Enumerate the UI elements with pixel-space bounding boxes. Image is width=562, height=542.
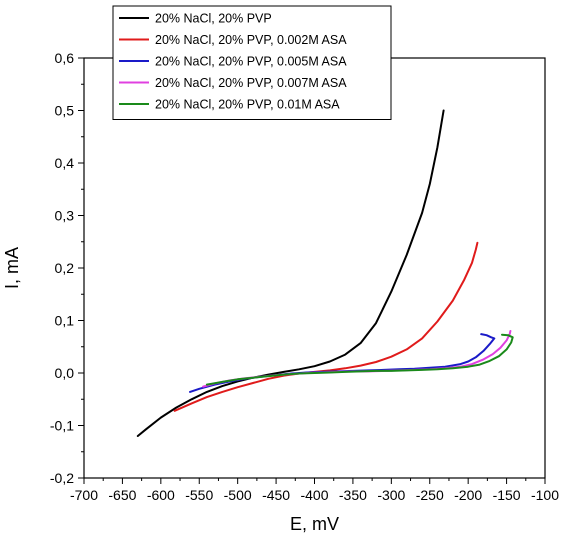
x-tick-labels: -700 -650 -600 -550 -500 -450 -400 -350 -300 -250… [70,487,559,503]
x-tick-label: -400 [300,487,328,503]
legend-box [112,5,392,120]
x-tick-label: -550 [185,487,213,503]
y-tick-label: 0,0 [55,365,75,381]
series-line-5 [205,333,514,386]
x-tick-label: -200 [454,487,482,503]
x-tick-label: -450 [262,487,290,503]
legend-entry-label: 20% NaCl, 20% PVP, 0.002M ASA [155,33,347,47]
legend-entry-label: 20% NaCl, 20% PVP, 0.007M ASA [155,76,347,90]
y-tick-label: 0,4 [55,155,75,171]
y-axis-title: I, mA [2,247,22,289]
x-tick-label: -700 [70,487,98,503]
y-tick-label: 0,3 [55,208,75,224]
y-tick-label: 0,5 [55,103,75,119]
legend-entry-label: 20% NaCl, 20% PVP, 0.01M ASA [155,98,340,112]
x-tick-label: -600 [147,487,175,503]
x-tick-label: -650 [108,487,136,503]
legend-entry-label: 20% NaCl, 20% PVP [155,12,272,26]
x-tick-label: -300 [377,487,405,503]
legend-entry-label: 20% NaCl, 20% PVP, 0.005M ASA [155,55,347,69]
series-line-2 [173,241,479,412]
legend: 20% NaCl, 20% PVP 20% NaCl, 20% PVP, 0.00… [112,5,392,120]
y-tick-label: -0,1 [50,418,74,434]
series-lines [136,109,514,437]
y-tick-label: -0,2 [50,470,74,486]
series-line-1 [136,109,445,437]
y-tick-label: 0,1 [55,313,75,329]
y-tick-label: 0,2 [55,260,75,276]
x-tick-label: -350 [339,487,367,503]
x-tick-label: -150 [493,487,521,503]
x-tick-label: -500 [224,487,252,503]
y-tick-label: 0,6 [55,50,75,66]
axis-ticks [78,57,546,484]
x-tick-label: -100 [531,487,559,503]
x-axis-title: E, mV [290,514,339,534]
y-tick-labels: -0,2 -0,1 0,0 0,1 0,2 0,3 0,4 0,5 0,6 [50,50,74,486]
x-tick-label: -250 [416,487,444,503]
